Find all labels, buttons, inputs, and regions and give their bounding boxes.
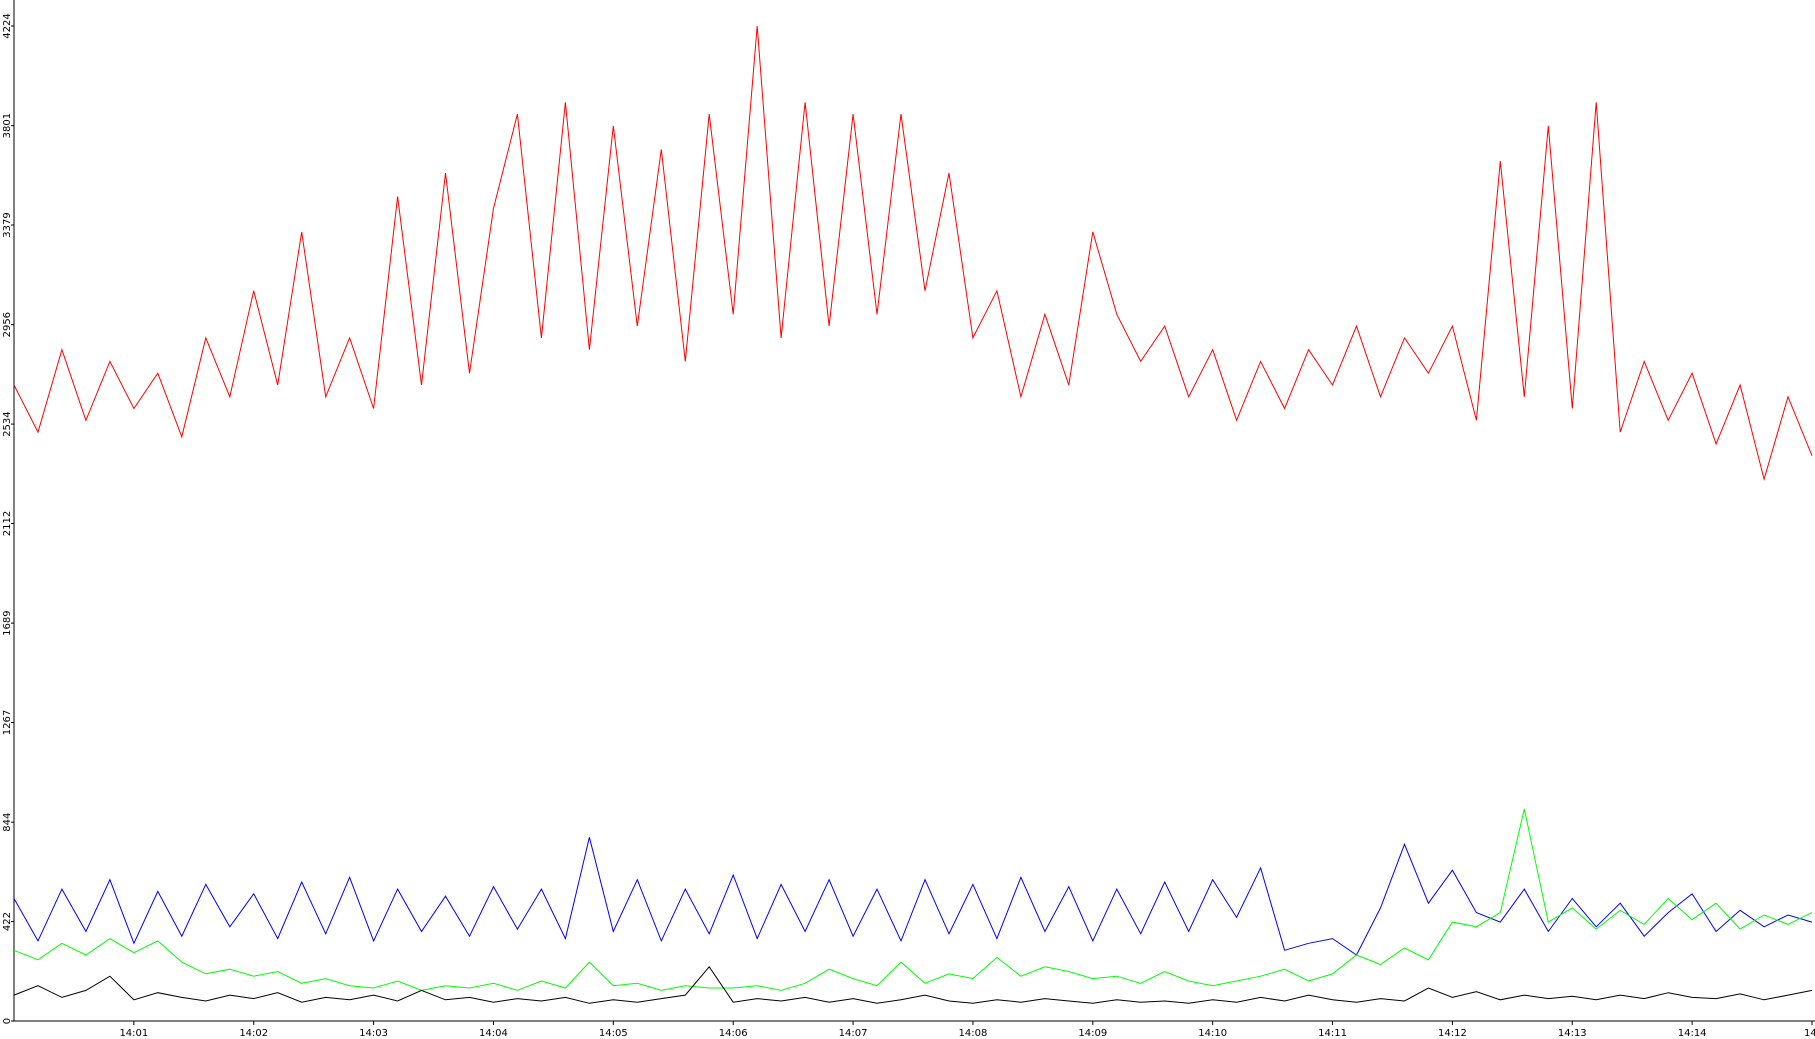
y-tick-label: 2112: [2, 511, 13, 536]
x-tick-label: 14:05: [599, 1028, 628, 1039]
y-tick-label: 844: [2, 813, 13, 832]
x-tick-label: 14:07: [839, 1028, 868, 1039]
x-tick-label: 14:13: [1558, 1028, 1587, 1039]
x-tick-label: 14:: [1804, 1028, 1815, 1039]
x-tick-label: 14:02: [239, 1028, 268, 1039]
y-tick-label: 1267: [2, 710, 13, 735]
x-tick-label: 14:03: [359, 1028, 388, 1039]
y-tick-label: 2534: [2, 411, 13, 436]
y-tick-label: 3379: [2, 212, 13, 237]
y-tick-label: 1689: [2, 610, 13, 635]
x-tick-label: 14:10: [1198, 1028, 1227, 1039]
x-tick-label: 14:06: [719, 1028, 748, 1039]
x-tick-label: 14:04: [479, 1028, 508, 1039]
x-tick-label: 14:14: [1678, 1028, 1707, 1039]
y-tick-label: 3801: [2, 113, 13, 138]
series-line: [13, 965, 1813, 1004]
x-tick-label: 14:08: [959, 1028, 988, 1039]
y-tick-label: 0: [2, 1018, 13, 1024]
x-tick-label: 14:01: [119, 1028, 148, 1039]
y-tick-label: 422: [2, 912, 13, 931]
series-line: [13, 837, 1813, 956]
series-line: [13, 808, 1813, 991]
x-tick-label: 14:12: [1438, 1028, 1467, 1039]
y-tick-label: 2956: [2, 312, 13, 337]
y-tick-label: 4224: [2, 13, 13, 38]
series-line: [13, 25, 1813, 482]
x-tick-label: 14:09: [1078, 1028, 1107, 1039]
x-tick-label: 14:11: [1318, 1028, 1347, 1039]
